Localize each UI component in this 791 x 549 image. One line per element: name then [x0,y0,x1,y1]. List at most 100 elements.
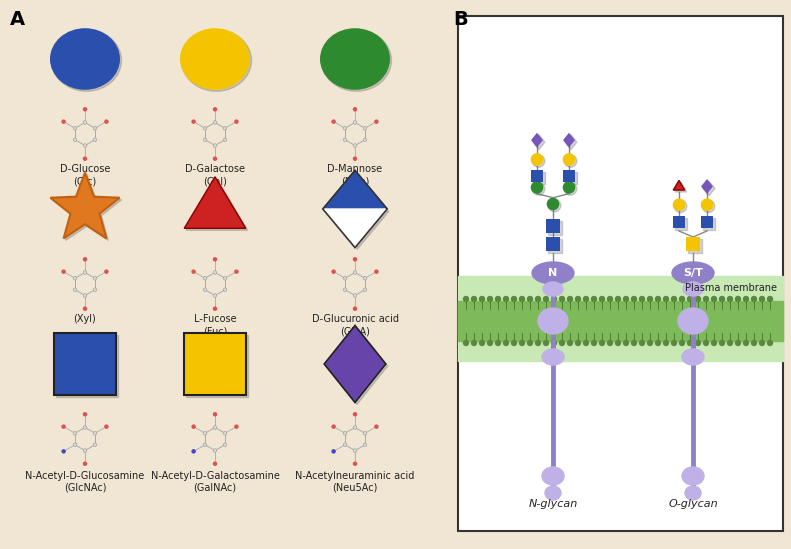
Circle shape [759,296,764,301]
Bar [546,219,560,233]
Circle shape [105,425,108,428]
Ellipse shape [672,262,714,284]
Circle shape [702,200,715,212]
Circle shape [93,443,97,446]
Circle shape [679,296,684,301]
Circle shape [487,340,493,345]
Circle shape [615,296,620,301]
Circle shape [363,126,367,130]
Circle shape [375,425,378,428]
Circle shape [600,340,604,345]
Circle shape [354,108,357,111]
Bar [563,170,575,182]
Circle shape [354,413,357,416]
Circle shape [354,294,357,298]
Circle shape [695,296,701,301]
Circle shape [62,450,65,453]
Circle shape [332,450,335,453]
Circle shape [223,432,227,435]
Ellipse shape [685,486,701,500]
Circle shape [84,157,86,160]
Bar [186,335,248,397]
Circle shape [203,138,206,142]
Bar [686,237,700,251]
Circle shape [639,296,645,301]
Circle shape [354,257,357,261]
Circle shape [536,296,540,301]
Text: (Glc): (Glc) [74,176,97,186]
Polygon shape [324,326,386,402]
Circle shape [343,126,346,130]
Circle shape [751,340,756,345]
Circle shape [751,296,756,301]
Circle shape [192,270,195,273]
Circle shape [62,120,65,123]
Circle shape [74,443,77,446]
Polygon shape [51,172,119,238]
Circle shape [363,138,367,142]
Circle shape [543,296,548,301]
Ellipse shape [538,308,568,334]
Polygon shape [186,179,248,231]
Circle shape [687,340,692,345]
Circle shape [664,296,668,301]
Circle shape [543,340,548,345]
Bar [675,218,687,230]
Circle shape [354,425,357,429]
Circle shape [354,462,357,465]
Bar [458,301,783,341]
Text: (Xyl): (Xyl) [74,314,97,324]
Circle shape [520,340,524,345]
Circle shape [471,340,476,345]
Circle shape [235,425,238,428]
Circle shape [536,340,540,345]
Circle shape [711,340,717,345]
Text: (Fuc): (Fuc) [202,326,227,336]
Circle shape [105,270,108,273]
Text: N-Acetylneuraminic acid: N-Acetylneuraminic acid [295,471,414,481]
Ellipse shape [532,262,574,284]
Circle shape [192,425,195,428]
Text: A: A [10,10,25,29]
Circle shape [203,443,206,446]
Circle shape [567,296,573,301]
Ellipse shape [181,30,252,91]
Circle shape [203,277,206,280]
Bar [703,218,715,230]
Circle shape [701,198,713,211]
Circle shape [639,340,645,345]
Ellipse shape [542,467,564,485]
Circle shape [695,340,701,345]
Bar [701,216,713,228]
Circle shape [203,126,206,130]
Circle shape [528,340,532,345]
Polygon shape [701,179,713,194]
Circle shape [672,198,685,211]
Bar [458,276,783,361]
Circle shape [504,340,509,345]
Circle shape [562,181,575,194]
Ellipse shape [543,282,563,296]
Text: B: B [453,10,467,29]
Circle shape [214,108,217,111]
Polygon shape [325,172,389,250]
Circle shape [600,296,604,301]
Polygon shape [676,182,687,192]
Circle shape [363,443,367,446]
Ellipse shape [682,349,704,365]
Circle shape [83,271,87,274]
Text: D-Glucose: D-Glucose [60,164,110,174]
Circle shape [495,340,501,345]
Circle shape [736,296,740,301]
Circle shape [679,340,684,345]
Text: (Neu5Ac): (Neu5Ac) [332,483,377,493]
Circle shape [672,296,676,301]
Circle shape [354,449,357,452]
Circle shape [84,413,86,416]
Text: (Gal): (Gal) [203,176,227,186]
Circle shape [203,432,206,435]
Circle shape [93,277,97,280]
Circle shape [354,157,357,160]
Circle shape [728,340,732,345]
Circle shape [744,340,748,345]
